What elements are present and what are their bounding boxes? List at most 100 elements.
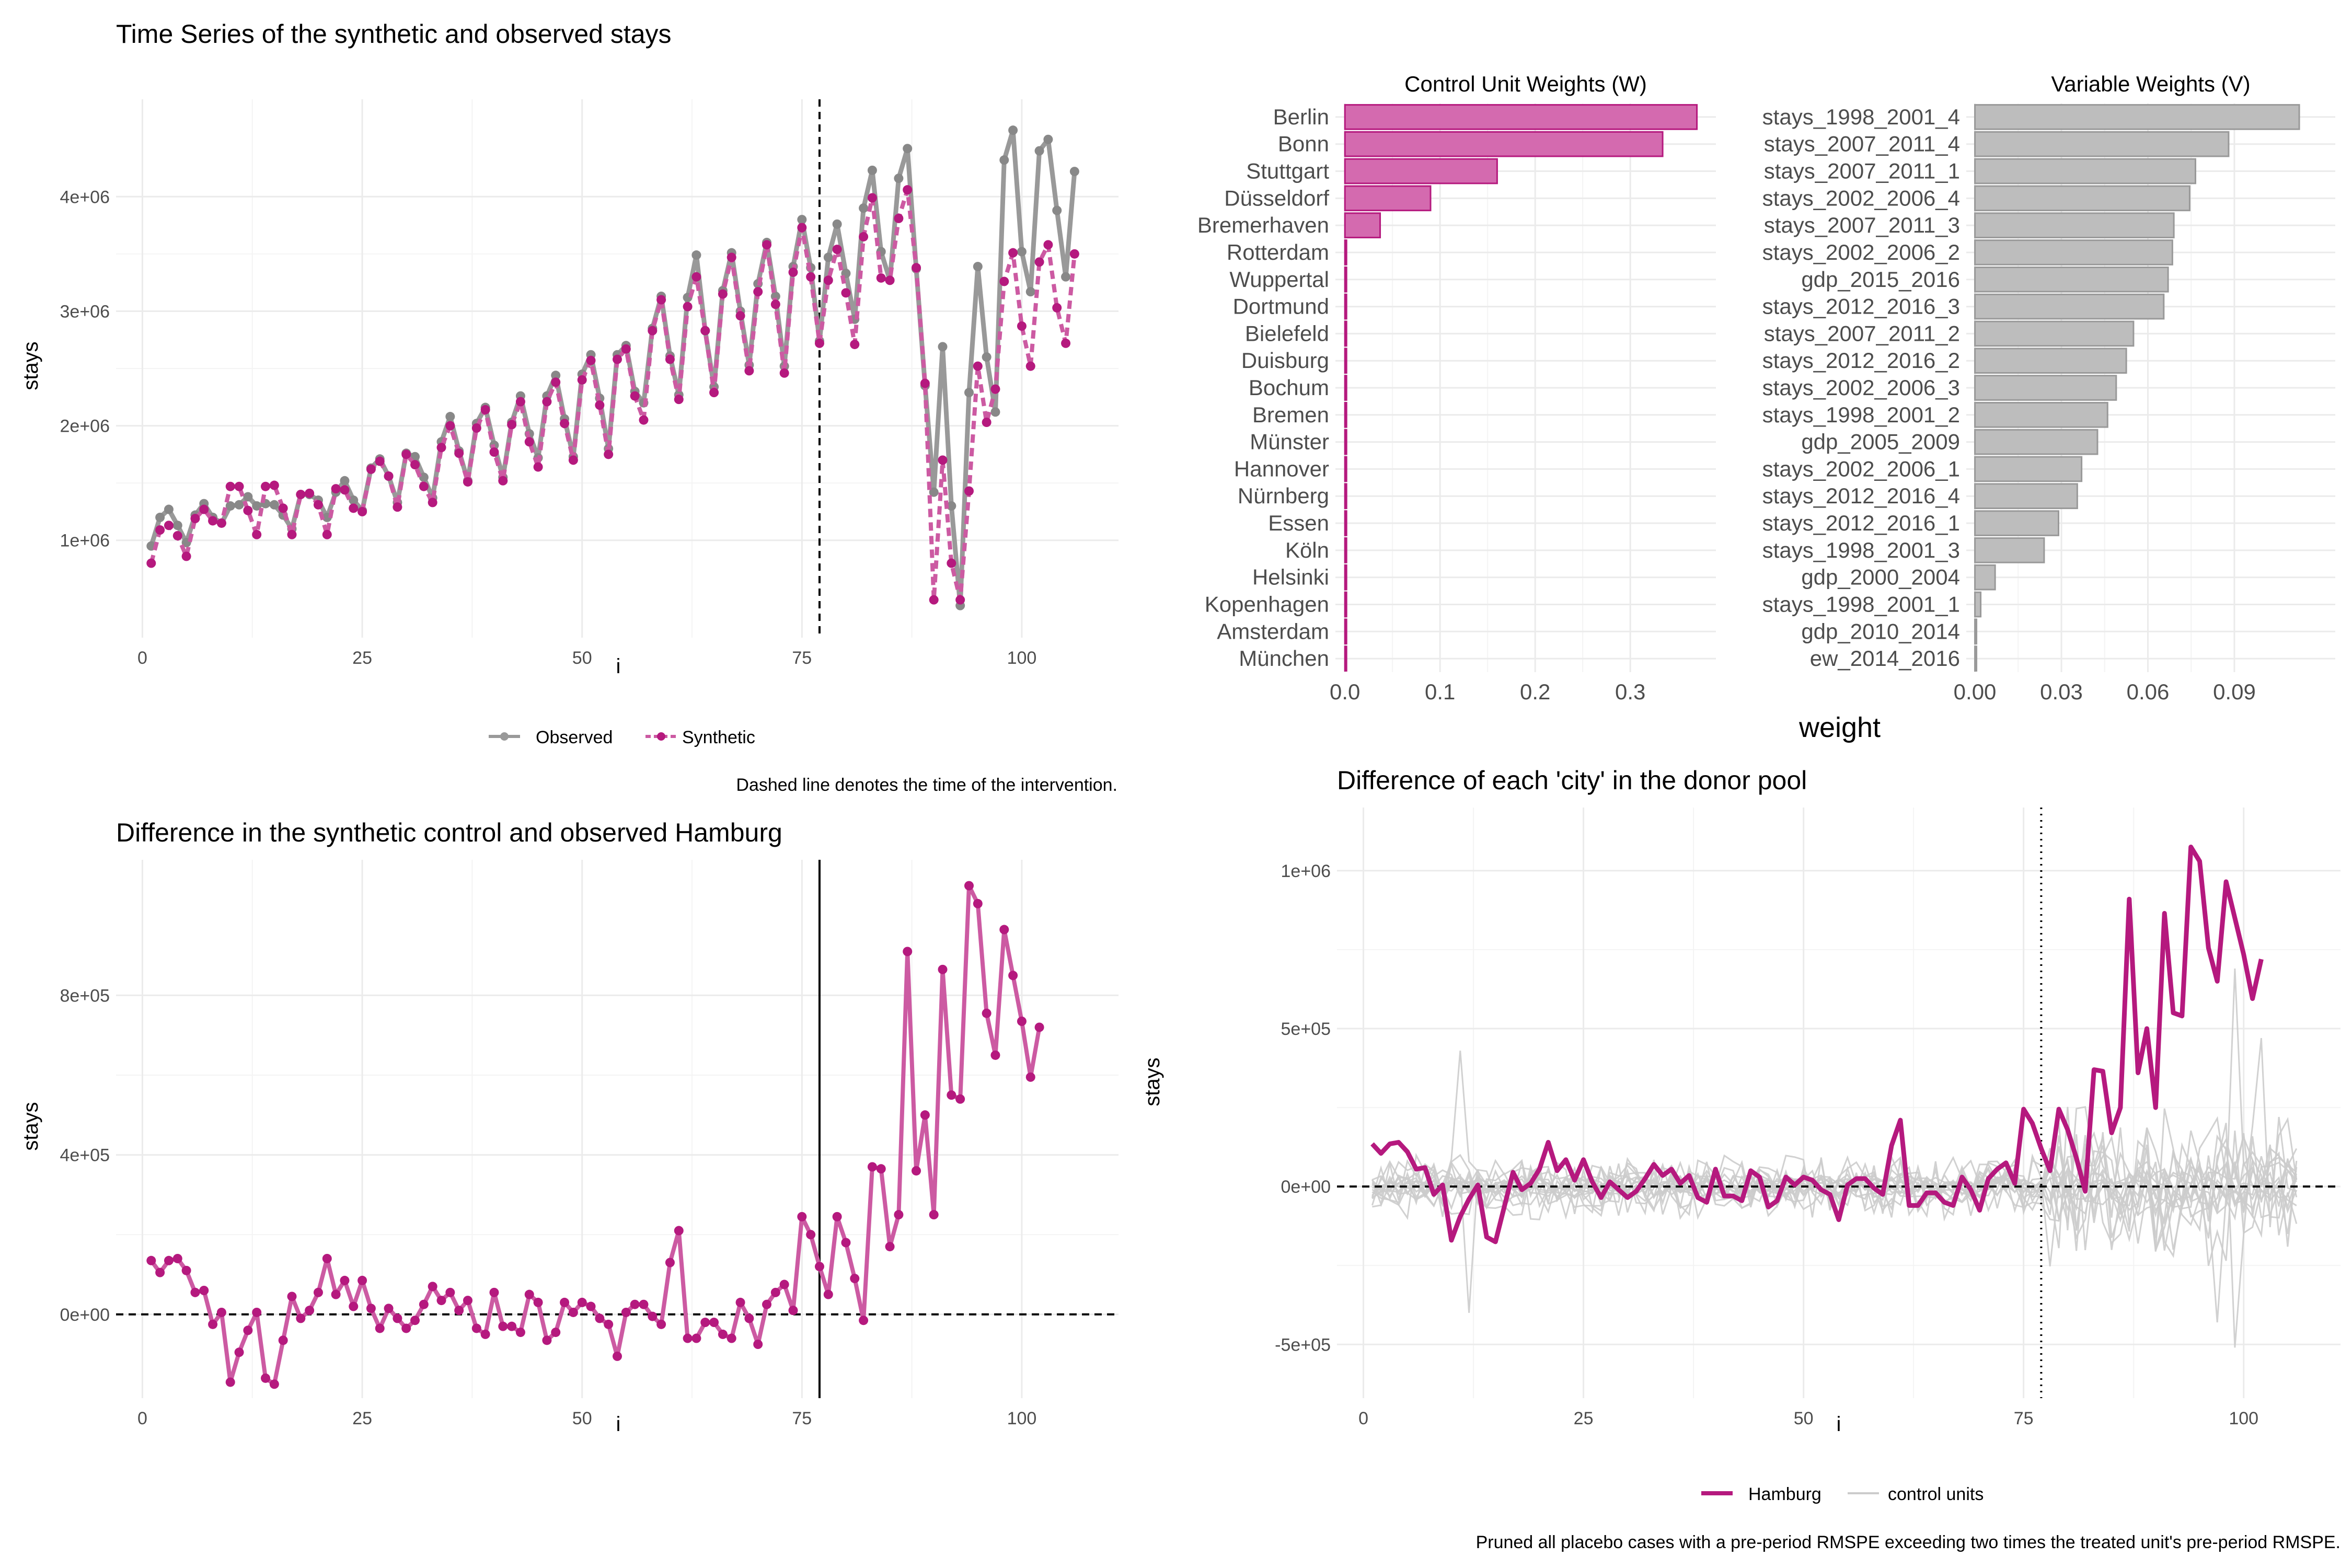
observed-point: [894, 174, 904, 183]
observed-point: [340, 476, 350, 486]
difference-point: [190, 1287, 200, 1297]
synthetic-point: [938, 455, 948, 465]
synthetic-point: [841, 288, 851, 298]
synthetic-point: [454, 448, 464, 458]
difference-point: [770, 1287, 780, 1297]
synthetic-point: [533, 462, 543, 472]
diff-gridlines: [116, 860, 1119, 1398]
synthetic-point: [366, 464, 376, 474]
synthetic-point: [463, 477, 472, 487]
weight-bar: [1974, 429, 2099, 455]
weight-bar: [1974, 239, 2173, 266]
x-tick-label: 0.3: [1615, 679, 1645, 704]
category-label: gdp_2005_2009: [1801, 430, 1960, 454]
difference-point: [234, 1347, 244, 1357]
synthetic-point: [586, 355, 596, 365]
synthetic-point: [788, 267, 798, 277]
difference-point: [762, 1299, 772, 1309]
weight-bar: [1344, 618, 1347, 645]
difference-point: [463, 1296, 472, 1306]
category-label: gdp_2010_2014: [1801, 619, 1960, 643]
y-tick-label: 0e+00: [1281, 1177, 1331, 1197]
placebo-caption: Pruned all placebo cases with a pre-peri…: [1476, 1532, 2341, 1552]
difference-point: [841, 1238, 851, 1248]
difference-point: [973, 898, 983, 908]
difference-point: [542, 1335, 552, 1345]
difference-point: [683, 1333, 693, 1343]
difference-point: [349, 1301, 359, 1311]
weight-bar: [1344, 375, 1347, 401]
observed-point: [243, 492, 253, 502]
category-label: stays_2002_2006_1: [1762, 456, 1960, 481]
category-label: stays_2007_2011_1: [1764, 159, 1960, 183]
synthetic-point: [313, 500, 323, 510]
synthetic-point: [947, 558, 956, 568]
x-tick-label: 75: [792, 1409, 812, 1428]
x-tick-label: 0: [1358, 1409, 1368, 1428]
difference-point: [674, 1226, 684, 1236]
difference-point: [340, 1275, 350, 1285]
observed-point: [999, 155, 1009, 165]
synthetic-point: [507, 420, 517, 430]
synthetic-point: [999, 276, 1009, 286]
synthetic-point: [1008, 248, 1018, 258]
synthetic-point: [744, 366, 754, 376]
category-label: Köln: [1285, 538, 1329, 562]
weight-bar: [1344, 348, 1347, 374]
synthetic-point: [436, 443, 446, 453]
observed-point: [164, 504, 174, 514]
synthetic-point: [278, 503, 288, 513]
synthetic-point: [762, 240, 772, 250]
panel-placebo: Difference of each 'city' in the donor p…: [1141, 766, 2341, 1552]
difference-point: [744, 1313, 754, 1323]
category-label: stays_2012_2016_4: [1762, 483, 1960, 508]
placebo-title: Difference of each 'city' in the donor p…: [1337, 766, 1807, 795]
synthetic-point: [894, 213, 904, 223]
category-label: stays_2012_2016_1: [1762, 511, 1960, 535]
difference-point: [269, 1379, 279, 1389]
difference-point: [436, 1296, 446, 1306]
diff-y-tick-labels: 0e+00 4e+05 8e+05: [60, 986, 110, 1324]
synthetic-point: [912, 263, 921, 273]
difference-point: [155, 1267, 165, 1277]
synthetic-point: [358, 506, 367, 516]
synthetic-point: [190, 514, 200, 524]
synthetic-point: [955, 595, 965, 605]
weight-bar: [1974, 348, 2127, 374]
y-tick-label: 2e+06: [60, 417, 110, 436]
weight-bar: [1344, 104, 1698, 130]
difference-point: [181, 1265, 191, 1275]
weight-bar: [1974, 510, 2059, 536]
weight-bar: [1344, 537, 1347, 563]
observed-point: [1043, 134, 1053, 144]
synthetic-point: [349, 503, 359, 513]
placebo-x-tick-labels: 0 25 50 75 100: [1358, 1409, 2258, 1428]
ts-title: Time Series of the synthetic and observe…: [116, 19, 672, 49]
synthetic-point: [982, 418, 991, 427]
w-x-tick-labels: 0.0 0.1 0.2 0.3: [1330, 679, 1645, 704]
observed-point: [1061, 272, 1071, 282]
observed-point: [1034, 146, 1044, 156]
x-tick-label: 100: [1007, 648, 1037, 668]
difference-point: [419, 1299, 429, 1309]
synthetic-point: [524, 437, 534, 447]
synthetic-point: [604, 449, 614, 459]
synthetic-point: [595, 400, 605, 410]
difference-point: [252, 1307, 262, 1317]
observed-point: [1052, 205, 1062, 215]
difference-point: [727, 1333, 736, 1343]
difference-point: [261, 1373, 271, 1383]
y-tick-label: 8e+05: [60, 986, 110, 1006]
observed-point: [982, 352, 991, 362]
legend-observed-key: [489, 732, 520, 741]
difference-point: [471, 1323, 481, 1333]
difference-point: [287, 1292, 297, 1301]
difference-point: [630, 1299, 640, 1309]
synthetic-point: [1034, 257, 1044, 267]
diff-x-axis-label: i: [616, 1413, 621, 1436]
observed-point: [155, 512, 165, 522]
synthetic-point: [814, 338, 824, 348]
weight-bar: [1344, 401, 1347, 428]
difference-point: [199, 1286, 209, 1295]
difference-point: [1008, 971, 1018, 981]
